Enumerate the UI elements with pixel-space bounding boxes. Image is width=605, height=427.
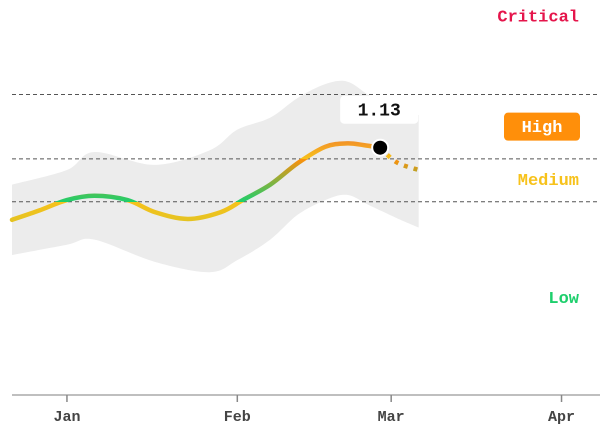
x-tick-label: Apr: [548, 409, 575, 426]
tooltip-box: [340, 95, 419, 124]
level-label: Critical: [497, 8, 579, 27]
level-badge: [504, 112, 580, 141]
current-point: [371, 138, 390, 157]
forecast-line: [378, 146, 420, 173]
x-tick-label: Mar: [378, 409, 405, 426]
confidence-band: [12, 80, 419, 273]
level-label: Low: [548, 290, 579, 309]
tooltip-value: 1.13: [358, 101, 401, 121]
x-tick-label: Feb: [224, 409, 251, 426]
x-tick-label: Jan: [53, 409, 80, 426]
level-label: High: [522, 119, 563, 138]
line: [9, 141, 383, 223]
level-label: Medium: [518, 172, 579, 191]
